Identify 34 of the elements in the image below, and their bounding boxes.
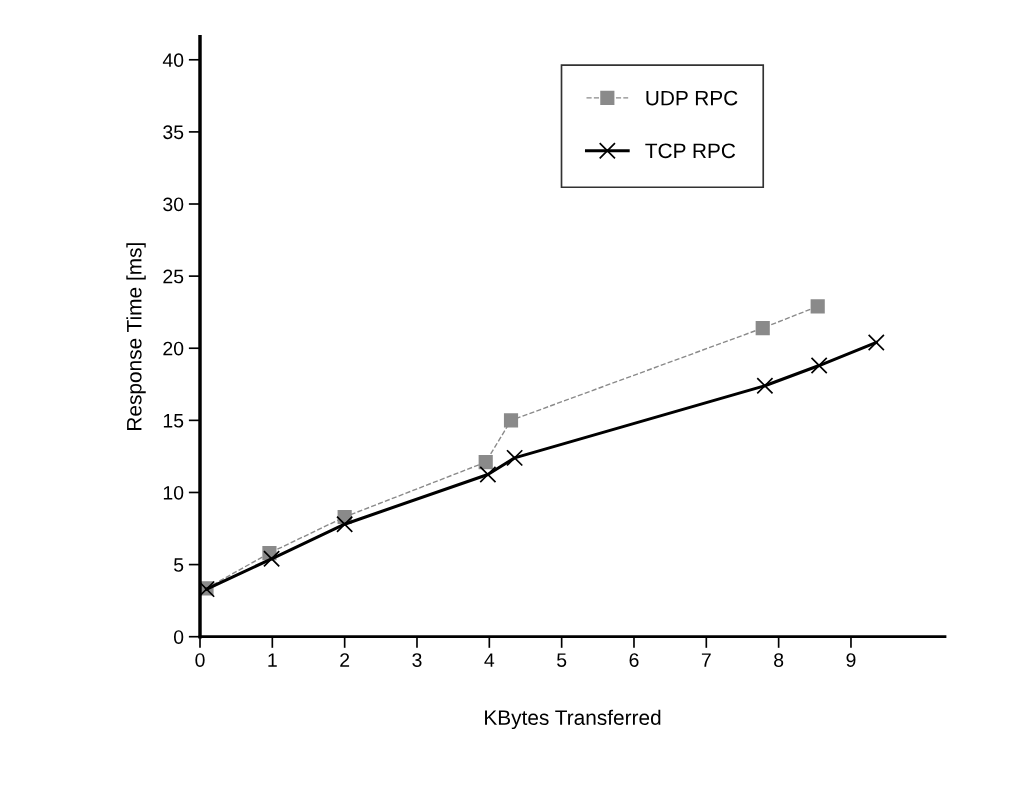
x-tick-label: 4 <box>484 653 495 667</box>
point <box>756 377 774 395</box>
x-tick-label: 9 <box>846 653 856 667</box>
x-tick-label: 7 <box>701 653 711 667</box>
y-tick-label: 0 <box>173 630 184 644</box>
point <box>810 299 825 314</box>
point <box>336 515 354 533</box>
y-tick-label: 40 <box>162 53 184 68</box>
x-axis-title: KBytes Transferred <box>485 709 661 730</box>
point <box>503 413 519 428</box>
y-tick-label: 20 <box>163 341 184 356</box>
y-tick-label: 35 <box>163 125 184 140</box>
x-tick-label: 5 <box>557 653 567 667</box>
x-tick-label: 1 <box>268 653 277 667</box>
x-tick-label: 2 <box>340 653 350 667</box>
legend-label: UDP RPC <box>646 90 738 106</box>
point <box>479 465 497 483</box>
x-tick-label: 3 <box>412 653 422 667</box>
point <box>506 449 524 467</box>
x-tick-label: 0 <box>195 653 205 667</box>
point <box>263 550 281 568</box>
legend-label: TCP RPC <box>645 143 736 159</box>
y-tick-label: 30 <box>163 197 184 212</box>
point <box>755 320 770 336</box>
y-tick-label: 10 <box>163 485 184 500</box>
point <box>867 333 885 351</box>
y-tick-label: 5 <box>173 558 184 572</box>
y-tick-label: 15 <box>163 414 184 428</box>
point <box>478 455 493 470</box>
point <box>810 357 828 375</box>
y-tick-label: 25 <box>163 269 184 284</box>
x-tick-label: 6 <box>629 653 639 667</box>
y-axis-title: Response Time [ms] <box>126 243 146 430</box>
x-tick-label: 8 <box>774 653 784 667</box>
